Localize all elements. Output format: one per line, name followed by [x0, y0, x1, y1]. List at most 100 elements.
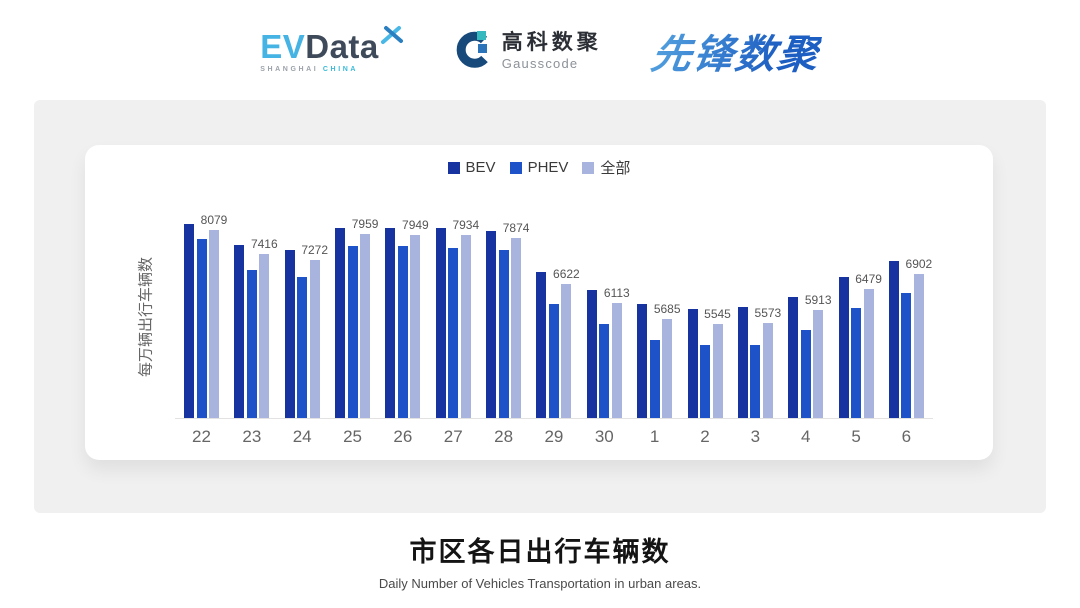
- bar-BEV-4: [788, 297, 799, 418]
- x-tick-label: 30: [594, 427, 614, 446]
- bar-PHEV-24: [297, 277, 308, 418]
- gausscode-mark-icon: [453, 28, 493, 75]
- bar-BEV-23: [234, 245, 245, 418]
- gausscode-cn-text: 高科数聚: [501, 31, 602, 55]
- header-logos: EV Data SHANGHAI CHINA 高科数聚 Gausscode: [0, 16, 1080, 86]
- evdata-subtext: SHANGHAI CHINA: [260, 66, 403, 73]
- bar-value-label: 8079: [200, 212, 228, 227]
- legend-label: 全部: [600, 160, 631, 177]
- chart-card: BEV PHEV 全部 每万辆出行车辆数 8079 22 7416 23 7272 24 795…: [85, 145, 993, 460]
- bar-value-label: 5685: [653, 301, 681, 316]
- caption-block: 市区各日出行车辆数 Daily Number of Vehicles Trans…: [0, 530, 1080, 591]
- bar-BEV-24: [284, 249, 295, 418]
- bar-PHEV-3: [750, 344, 761, 418]
- x-tick-label: 5: [851, 427, 861, 446]
- bar-value-label: 6479: [855, 272, 882, 287]
- bar-PHEV-22: [196, 238, 207, 418]
- bar-value-label: 7959: [351, 217, 379, 232]
- legend-swatch: [447, 161, 460, 174]
- bar-PHEV-29: [548, 303, 559, 418]
- bar-value-label: 7416: [250, 237, 278, 252]
- bar-PHEV-27: [448, 247, 459, 418]
- x-tick-label: 23: [242, 427, 262, 446]
- xianfengshuju-logo: 先锋数聚: [648, 22, 824, 80]
- bar-PHEV-5: [851, 308, 862, 418]
- bar-PHEV-2: [700, 344, 710, 418]
- page-subtitle: Daily Number of Vehicles Transportation …: [378, 576, 702, 591]
- x-axis-line: [175, 418, 933, 419]
- bar-value-label: 6622: [553, 266, 580, 281]
- evdata-wordmark: EV Data: [260, 25, 403, 65]
- bar-BEV-3: [737, 307, 748, 418]
- evdata-china-text: CHINA: [322, 65, 359, 73]
- bar-全部-22: [209, 229, 219, 418]
- x-tick-label: 26: [393, 427, 413, 446]
- bar-全部-1: [662, 318, 673, 418]
- bar-PHEV-30: [599, 323, 610, 418]
- bar-value-label: 5913: [804, 293, 832, 308]
- bar-PHEV-23: [246, 269, 257, 418]
- bar-全部-28: [511, 237, 522, 418]
- bar-全部-4: [813, 310, 824, 418]
- legend-swatch: [582, 161, 595, 174]
- bar-全部-5: [863, 289, 874, 418]
- bar-value-label: 7272: [301, 242, 329, 257]
- x-tick-label: 24: [292, 427, 312, 446]
- bar-全部-25: [360, 234, 371, 418]
- bar-全部-23: [259, 254, 270, 418]
- bar-PHEV-28: [498, 249, 509, 418]
- legend-label: PHEV: [527, 159, 569, 176]
- gausscode-text-block: 高科数聚 Gausscode: [502, 31, 602, 70]
- bar-value-label: 6902: [905, 256, 933, 271]
- bar-PHEV-26: [397, 246, 408, 418]
- legend-item-全部[interactable]: 全部: [582, 157, 630, 178]
- evdata-logo: EV Data SHANGHAI CHINA: [260, 25, 403, 73]
- bar-BEV-22: [184, 223, 194, 418]
- x-tick-label: 22: [192, 427, 211, 446]
- bar-value-label: 5573: [754, 305, 782, 320]
- bar-全部-26: [410, 234, 421, 418]
- x-tick-label: 27: [443, 427, 463, 446]
- bar-全部-3: [762, 322, 773, 418]
- bar-全部-24: [309, 259, 320, 418]
- evdata-x-icon: [380, 25, 403, 49]
- bar-value-label: 7949: [402, 217, 429, 232]
- bar-PHEV-1: [649, 340, 660, 418]
- x-tick-label: 3: [750, 427, 761, 446]
- bar-value-label: 7874: [502, 220, 530, 235]
- gausscode-logo: 高科数聚 Gausscode: [453, 28, 602, 75]
- x-tick-label: 4: [800, 427, 811, 446]
- bar-全部-30: [611, 302, 622, 418]
- bar-PHEV-6: [901, 292, 912, 418]
- bar-value-label: 5545: [704, 306, 731, 321]
- chart-panel: BEV PHEV 全部 每万辆出行车辆数 8079 22 7416 23 7272 24 795…: [34, 100, 1046, 513]
- bar-BEV-2: [687, 308, 698, 418]
- chart-legend: BEV PHEV 全部: [85, 157, 993, 178]
- x-tick-label: 29: [544, 427, 564, 446]
- bar-BEV-6: [888, 261, 899, 418]
- legend-item-PHEV[interactable]: PHEV: [509, 159, 569, 176]
- legend-label: BEV: [465, 159, 496, 176]
- x-tick-label: 6: [901, 427, 912, 446]
- legend-swatch: [509, 161, 522, 174]
- evdata-data-text: Data: [305, 27, 379, 65]
- x-tick-label: 28: [494, 427, 514, 446]
- bar-BEV-29: [536, 271, 547, 418]
- gausscode-en-text: Gausscode: [501, 55, 579, 71]
- bar-value-label: 6113: [603, 285, 630, 300]
- chart-plot: 8079 22 7416 23 7272 24 7959 25 7949 26 7934 27 7874…: [85, 145, 993, 460]
- evdata-ev-text: EV: [260, 27, 306, 65]
- bar-全部-29: [561, 283, 572, 418]
- evdata-shanghai-text: SHANGHAI: [260, 65, 319, 73]
- bar-BEV-30: [586, 289, 597, 418]
- bar-BEV-26: [385, 228, 396, 418]
- x-tick-label: 25: [343, 427, 362, 446]
- bar-BEV-28: [486, 230, 497, 418]
- bar-全部-27: [460, 235, 471, 418]
- bar-全部-2: [712, 323, 723, 418]
- legend-item-BEV[interactable]: BEV: [447, 159, 496, 176]
- page-title: 市区各日出行车辆数: [409, 537, 671, 567]
- bar-PHEV-4: [800, 330, 811, 418]
- bar-PHEV-25: [347, 246, 358, 418]
- x-tick-label: 2: [700, 427, 710, 446]
